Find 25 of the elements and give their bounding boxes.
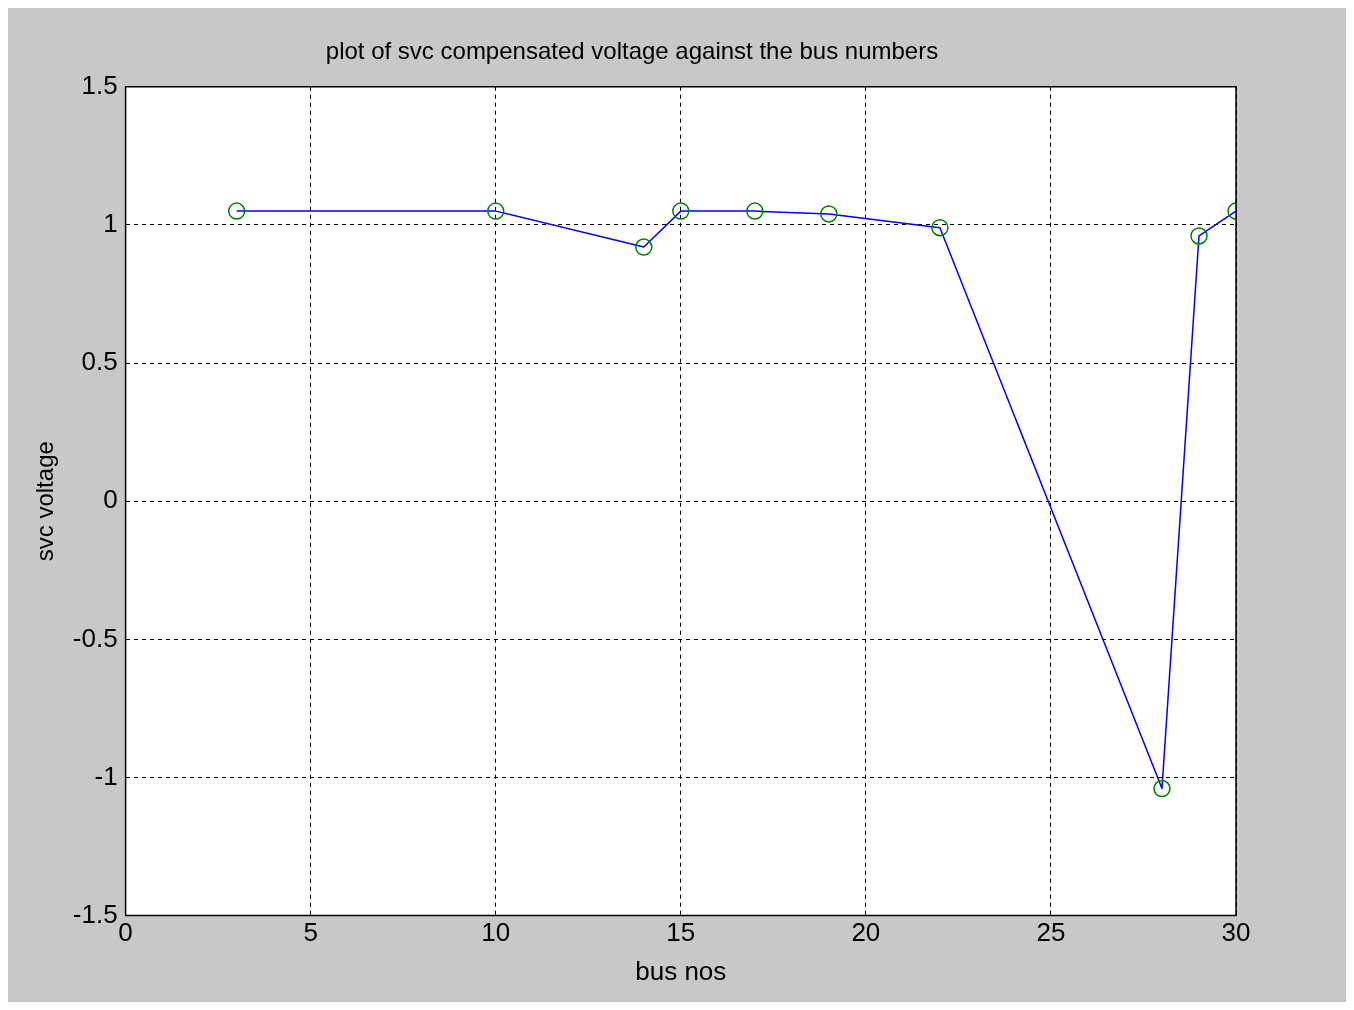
y-axis-title: svc voltage bbox=[31, 441, 59, 562]
point bbox=[1190, 227, 1208, 245]
y-tick-label: 1 bbox=[103, 208, 118, 239]
x-tick-label: 25 bbox=[1036, 917, 1066, 948]
y-tick-label: -1.5 bbox=[72, 898, 118, 929]
x-axis-title: bus nos bbox=[635, 955, 727, 986]
point bbox=[820, 205, 838, 223]
x-tick-label: 30 bbox=[1221, 917, 1251, 948]
x-tick-label: 10 bbox=[481, 917, 511, 948]
point bbox=[227, 202, 246, 220]
x-tick-label: 5 bbox=[303, 917, 318, 948]
y-tick-label: 0 bbox=[103, 484, 118, 515]
point bbox=[1153, 779, 1171, 798]
y-tick-label: 0.5 bbox=[81, 346, 118, 377]
y-tick-label: -1 bbox=[94, 760, 118, 791]
x-tick-label: 20 bbox=[851, 917, 881, 948]
point bbox=[635, 238, 653, 256]
x-tick-label: 15 bbox=[666, 917, 696, 948]
chart-title: plot of svc compensated voltage against the bus numbers bbox=[325, 37, 939, 65]
point bbox=[931, 218, 949, 237]
point bbox=[672, 202, 690, 220]
point bbox=[746, 202, 764, 220]
y-tick-label: 1.5 bbox=[81, 69, 118, 100]
point bbox=[486, 202, 505, 220]
y-tick-label: -0.5 bbox=[72, 622, 118, 653]
